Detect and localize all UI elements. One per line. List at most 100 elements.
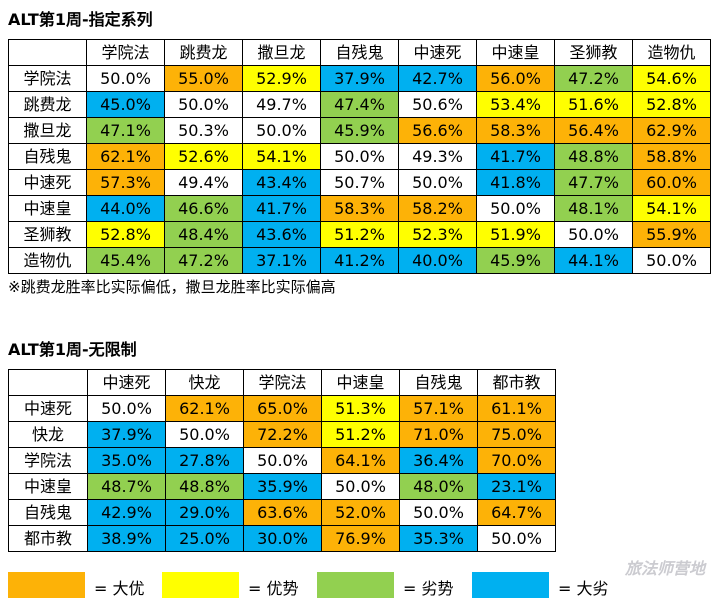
legend-label: = 大优 [94, 579, 145, 598]
legend-label: = 优势 [248, 579, 299, 598]
winrate-cell: 58.2% [398, 195, 477, 222]
row-header: 学院法 [8, 447, 88, 474]
winrate-cell: 76.9% [321, 525, 400, 552]
row-header: 中速皇 [8, 195, 87, 222]
table-row: 学院法 35.0% 27.8% 50.0% 64.1% 36.4% 70.0% [8, 447, 556, 474]
column-header: 自残鬼 [320, 39, 399, 66]
winrate-cell: 50.0% [476, 195, 555, 222]
row-header: 中速死 [8, 395, 88, 422]
column-header: 撒旦龙 [242, 39, 321, 66]
winrate-cell: 37.9% [87, 421, 166, 448]
winrate-cell: 52.9% [242, 65, 321, 92]
winrate-cell: 37.1% [242, 247, 321, 274]
winrate-cell: 48.4% [164, 221, 243, 248]
winrate-cell: 29.0% [165, 499, 244, 526]
table-row: 自残鬼 62.1% 52.6% 54.1% 50.0% 49.3% 41.7% 48.8% 58… [8, 143, 711, 170]
legend-label: = 大劣 [558, 579, 609, 598]
winrate-cell: 50.0% [632, 247, 711, 274]
winrate-cell: 48.8% [165, 473, 244, 500]
winrate-cell: 52.3% [398, 221, 477, 248]
column-header: 造物仇 [632, 39, 711, 66]
winrate-cell: 57.1% [399, 395, 478, 422]
column-header: 中速皇 [476, 39, 555, 66]
winrate-cell: 50.0% [399, 499, 478, 526]
winrate-cell: 51.2% [320, 221, 399, 248]
row-header: 跳费龙 [8, 91, 87, 118]
table-row: 中速死 57.3% 49.4% 43.4% 50.7% 50.0% 41.8% 47.7% 60… [8, 169, 711, 196]
table-row: 中速皇 48.7% 48.8% 35.9% 50.0% 48.0% 23.1% [8, 473, 556, 500]
winrate-cell: 65.0% [243, 395, 322, 422]
winrate-cell: 50.0% [554, 221, 633, 248]
column-header: 圣狮教 [554, 39, 633, 66]
corner-cell [8, 369, 88, 396]
header-row: 中速死 快龙 学院法 中速皇 自残鬼 都市教 [8, 369, 556, 396]
winrate-cell: 35.9% [243, 473, 322, 500]
winrate-cell: 23.1% [477, 473, 556, 500]
winrate-cell: 42.7% [398, 65, 477, 92]
winrate-cell: 51.3% [321, 395, 400, 422]
row-header: 都市教 [8, 525, 88, 552]
row-header: 中速皇 [8, 473, 88, 500]
winrate-cell: 41.2% [320, 247, 399, 274]
winrate-cell: 49.3% [398, 143, 477, 170]
winrate-cell: 35.3% [399, 525, 478, 552]
winrate-cell: 52.8% [86, 221, 165, 248]
table2-title: ALT第1周-无限制 [8, 340, 137, 359]
legend-swatch [162, 572, 239, 598]
corner-cell [8, 39, 87, 66]
row-header: 快龙 [8, 421, 88, 448]
winrate-cell: 70.0% [477, 447, 556, 474]
winrate-cell: 62.9% [632, 117, 711, 144]
winrate-cell: 44.1% [554, 247, 633, 274]
winrate-cell: 43.6% [242, 221, 321, 248]
winrate-cell: 56.0% [476, 65, 555, 92]
winrate-cell: 57.3% [86, 169, 165, 196]
winrate-cell: 72.2% [243, 421, 322, 448]
winrate-cell: 37.9% [320, 65, 399, 92]
winrate-cell: 64.7% [477, 499, 556, 526]
winrate-cell: 30.0% [243, 525, 322, 552]
winrate-cell: 71.0% [399, 421, 478, 448]
winrate-cell: 43.4% [242, 169, 321, 196]
row-header: 造物仇 [8, 247, 87, 274]
winrate-cell: 50.3% [164, 117, 243, 144]
table-row: 撒旦龙 47.1% 50.3% 50.0% 45.9% 56.6% 58.3% 56.4% 62… [8, 117, 711, 144]
winrate-cell: 36.4% [399, 447, 478, 474]
row-header: 自残鬼 [8, 499, 88, 526]
winrate-cell: 47.7% [554, 169, 633, 196]
winrate-cell: 50.0% [321, 473, 400, 500]
winrate-cell: 52.0% [321, 499, 400, 526]
winrate-cell: 50.0% [87, 395, 166, 422]
row-header: 圣狮教 [8, 221, 87, 248]
winrate-cell: 75.0% [477, 421, 556, 448]
row-header: 自残鬼 [8, 143, 87, 170]
winrate-cell: 27.8% [165, 447, 244, 474]
winrate-cell: 54.6% [632, 65, 711, 92]
winrate-cell: 58.3% [320, 195, 399, 222]
winrate-cell: 53.4% [476, 91, 555, 118]
column-header: 都市教 [477, 369, 556, 396]
winrate-cell: 52.8% [632, 91, 711, 118]
winrate-cell: 25.0% [165, 525, 244, 552]
row-header: 中速死 [8, 169, 87, 196]
winrate-cell: 56.6% [398, 117, 477, 144]
winrate-cell: 50.0% [164, 91, 243, 118]
winrate-cell: 48.7% [87, 473, 166, 500]
table-row: 学院法 50.0% 55.0% 52.9% 37.9% 42.7% 56.0% 47.2% 54… [8, 65, 711, 92]
winrate-cell: 50.0% [320, 143, 399, 170]
winrate-cell: 54.1% [632, 195, 711, 222]
column-header: 学院法 [86, 39, 165, 66]
winrate-cell: 61.1% [477, 395, 556, 422]
winrate-cell: 48.1% [554, 195, 633, 222]
matchup-table-unlimited: 中速死 快龙 学院法 中速皇 自残鬼 都市教 中速死 50.0% 62.1% 65.0% 51.3%… [8, 369, 556, 552]
winrate-cell: 51.9% [476, 221, 555, 248]
winrate-cell: 46.6% [164, 195, 243, 222]
table-row: 快龙 37.9% 50.0% 72.2% 51.2% 71.0% 75.0% [8, 421, 556, 448]
winrate-cell: 50.0% [86, 65, 165, 92]
winrate-cell: 58.3% [476, 117, 555, 144]
winrate-cell: 41.7% [242, 195, 321, 222]
table-row: 都市教 38.9% 25.0% 30.0% 76.9% 35.3% 50.0% [8, 525, 556, 552]
table-row: 造物仇 45.4% 47.2% 37.1% 41.2% 40.0% 45.9% 44.1% 50… [8, 247, 711, 274]
winrate-cell: 47.2% [164, 247, 243, 274]
winrate-cell: 42.9% [87, 499, 166, 526]
